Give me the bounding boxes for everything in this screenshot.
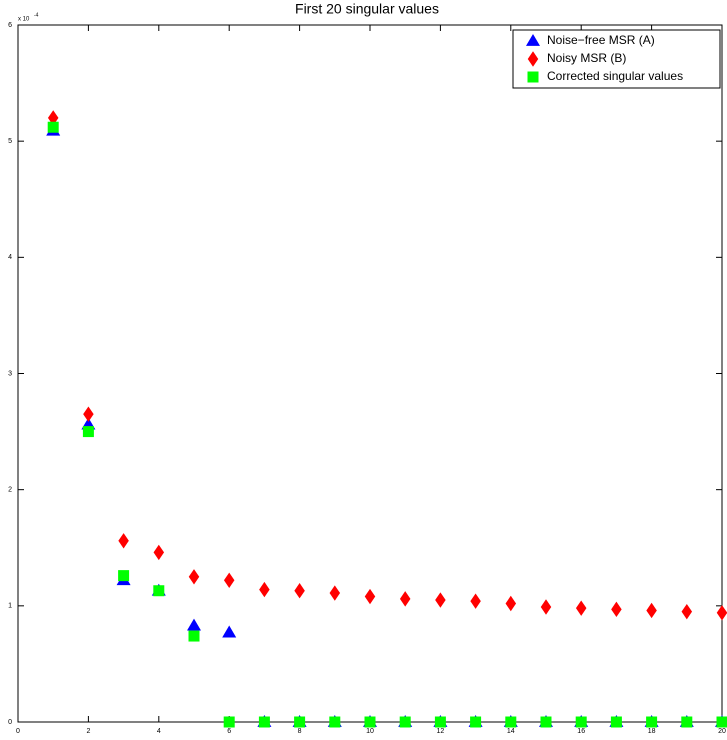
marker <box>364 588 376 605</box>
marker <box>540 716 552 728</box>
marker <box>470 716 482 728</box>
marker <box>47 121 59 133</box>
x-tick-label: 20 <box>718 728 726 735</box>
marker <box>83 406 94 422</box>
marker <box>646 716 658 728</box>
x-tick-label: 6 <box>227 728 231 735</box>
marker <box>329 716 341 728</box>
x-tick-label: 2 <box>86 728 90 735</box>
legend-label: Noise−free MSR (A) <box>547 33 655 47</box>
marker <box>294 716 306 728</box>
axes-box <box>17 24 723 723</box>
y-scale-label: x 10 <box>18 17 30 23</box>
marker <box>527 71 539 83</box>
marker <box>364 716 376 728</box>
marker <box>716 716 727 728</box>
marker <box>470 593 481 609</box>
marker <box>505 595 517 612</box>
marker <box>681 603 693 620</box>
marker <box>153 544 165 561</box>
marker <box>399 716 411 728</box>
y-scale-exponent: -4 <box>34 12 39 18</box>
marker <box>223 572 235 588</box>
y-tick-label: 6 <box>8 22 12 29</box>
marker <box>294 583 305 599</box>
y-tick-label: 3 <box>8 370 12 377</box>
marker <box>188 630 200 642</box>
marker <box>258 716 270 728</box>
y-tick-label: 5 <box>8 138 12 145</box>
legend-label: Corrected singular values <box>547 69 683 83</box>
x-tick-label: 4 <box>157 728 161 735</box>
x-tick-label: 18 <box>648 728 656 735</box>
marker <box>329 585 341 601</box>
marker <box>610 716 622 728</box>
x-tick-label: 10 <box>366 728 374 735</box>
x-tick-label: 8 <box>298 728 302 735</box>
marker <box>188 569 200 585</box>
legend-box <box>512 29 721 89</box>
marker <box>681 716 693 728</box>
marker <box>82 426 94 438</box>
x-tick-label: 0 <box>16 728 20 735</box>
marker <box>434 716 446 728</box>
y-tick-label: 4 <box>8 254 12 261</box>
marker <box>575 600 587 616</box>
x-tick-label: 14 <box>507 728 515 735</box>
marker <box>611 601 622 618</box>
marker <box>223 716 235 728</box>
marker <box>527 51 539 67</box>
marker <box>716 605 727 621</box>
marker <box>540 599 552 615</box>
x-tick-label: 16 <box>577 728 585 735</box>
marker <box>118 570 130 582</box>
marker <box>526 34 540 46</box>
marker <box>222 625 237 638</box>
marker <box>187 618 201 631</box>
marker <box>259 581 270 598</box>
marker <box>646 602 657 619</box>
legend: Noise−free MSR (A) Noisy MSR (B) Corrected… <box>512 29 721 89</box>
x-tick-label: 12 <box>437 728 445 735</box>
chart-title: First 20 singular values <box>295 1 439 17</box>
marker <box>399 591 411 607</box>
y-tick-label: 0 <box>8 719 12 726</box>
y-tick-label: 1 <box>8 603 12 610</box>
marker <box>575 716 587 728</box>
marker <box>505 716 517 728</box>
y-tick-label: 2 <box>8 487 12 494</box>
marker <box>435 592 446 608</box>
marker <box>153 585 165 597</box>
marker <box>118 533 129 549</box>
legend-label: Noisy MSR (B) <box>547 51 626 65</box>
